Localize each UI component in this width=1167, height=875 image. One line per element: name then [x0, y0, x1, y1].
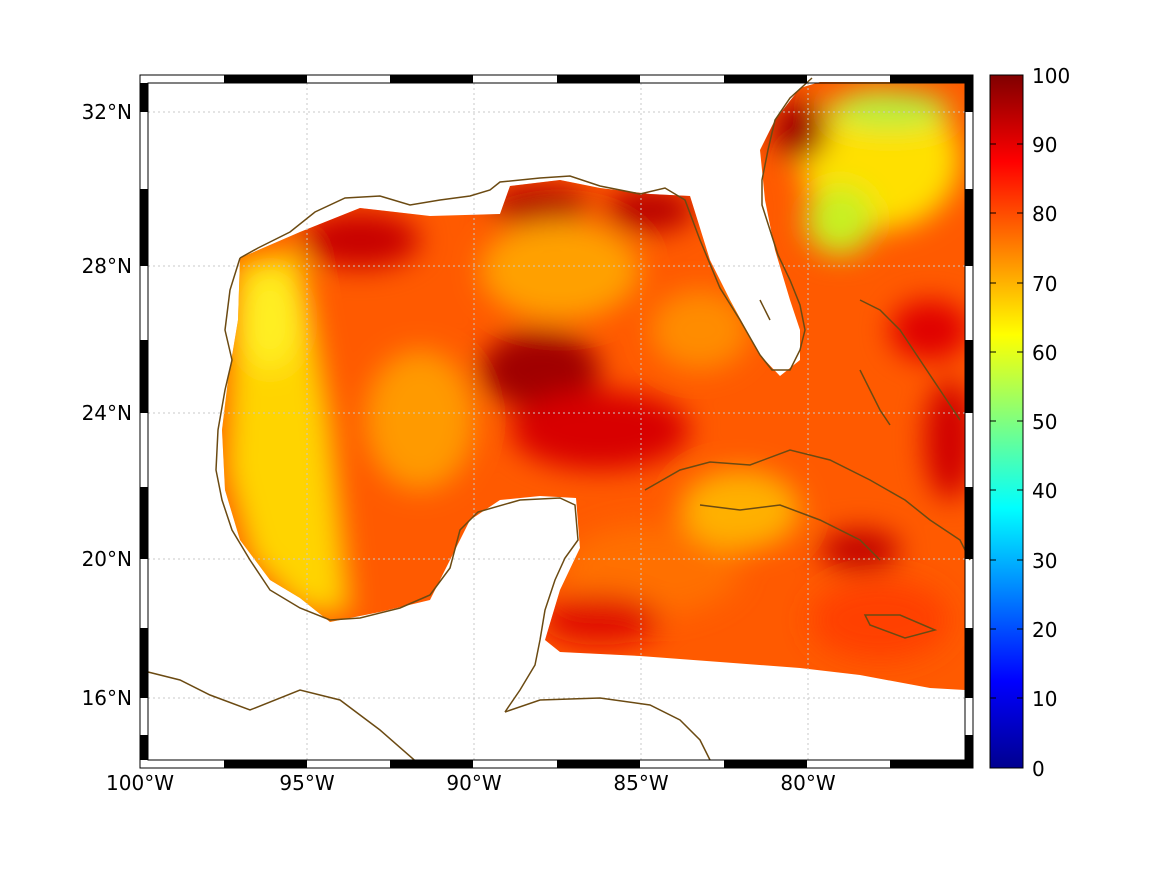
- lon-tick-label: 95°W: [279, 771, 334, 795]
- map-frame: [139, 74, 974, 769]
- lon-tick-label: 85°W: [613, 771, 668, 795]
- colorbar-tick-label: 30: [1032, 549, 1057, 573]
- colorbar-tick-label: 60: [1032, 341, 1057, 365]
- colorbar-tick-label: 0: [1032, 757, 1045, 781]
- lat-tick-label: 24°N: [82, 401, 132, 425]
- colorbar-ticks: [990, 143, 1023, 699]
- lon-tick-labels: 100°W 95°W 90°W 85°W 80°W: [106, 771, 836, 795]
- colorbar: 100 90 80 70 60 50 40 30 20 10 0: [989, 64, 1070, 781]
- grid: [148, 83, 965, 760]
- lat-tick-label: 20°N: [82, 547, 132, 571]
- colorbar-tick-label: 100: [1032, 64, 1070, 88]
- lon-tick-label: 80°W: [780, 771, 835, 795]
- colorbar-tick-label: 20: [1032, 618, 1057, 642]
- lat-tick-label: 16°N: [82, 686, 132, 710]
- colorbar-tick-label: 80: [1032, 202, 1057, 226]
- colorbar-tick-label: 70: [1032, 272, 1057, 296]
- colorbar-tick-label: 90: [1032, 133, 1057, 157]
- lon-tick-label: 90°W: [446, 771, 501, 795]
- lat-tick-label: 32°N: [82, 100, 132, 124]
- lat-tick-labels: 32°N 28°N 24°N 20°N 16°N: [82, 100, 132, 710]
- colorbar-tick-label: 10: [1032, 687, 1057, 711]
- colorbar-tick-label: 40: [1032, 479, 1057, 503]
- lon-tick-label: 100°W: [106, 771, 174, 795]
- lat-tick-label: 28°N: [82, 254, 132, 278]
- map-axes: 32°N 28°N 24°N 20°N 16°N 100°W 95°W 90°W…: [82, 74, 974, 795]
- colorbar-tick-labels: 100 90 80 70 60 50 40 30 20 10 0: [1032, 64, 1070, 781]
- coastlines: [139, 77, 971, 766]
- colorbar-tick-label: 50: [1032, 410, 1057, 434]
